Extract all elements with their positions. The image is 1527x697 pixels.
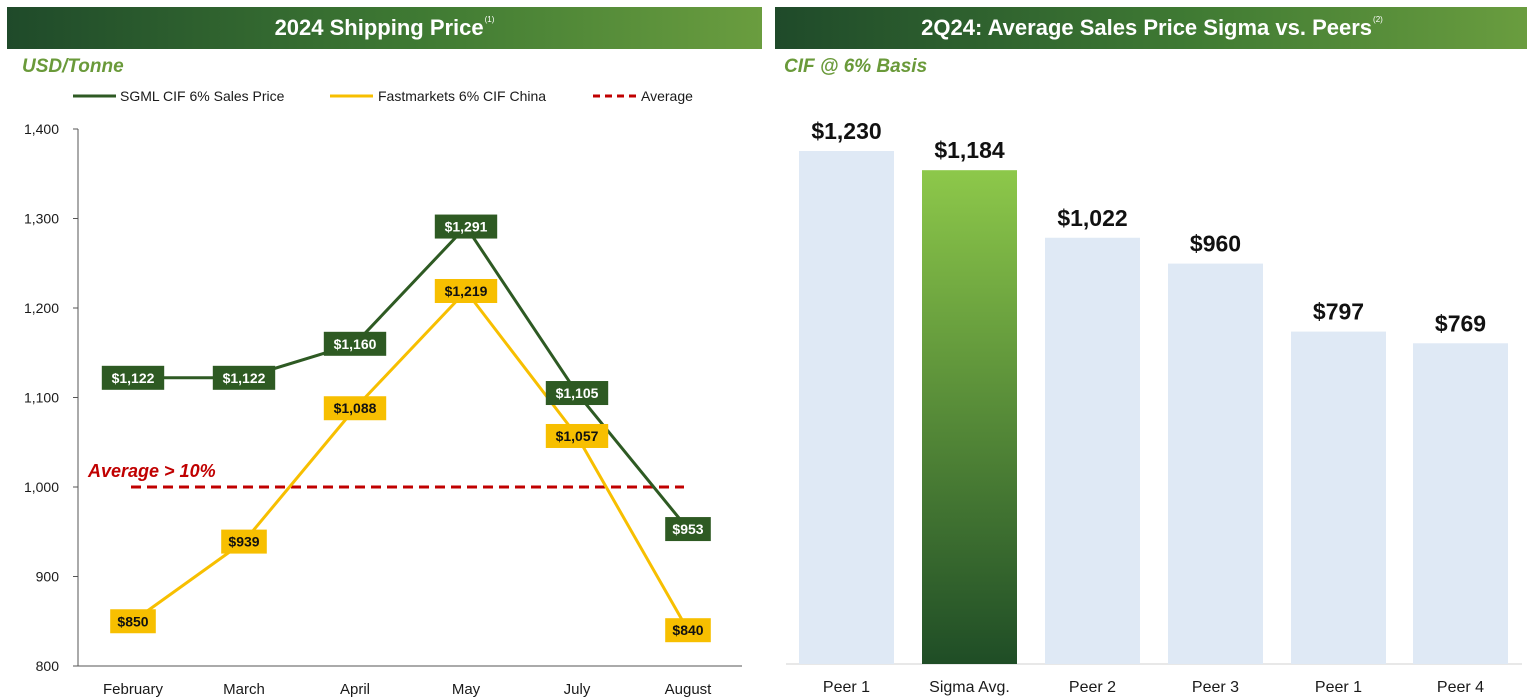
sgml-data-label: $1,122	[223, 370, 266, 386]
sgml-data-label: $1,105	[556, 385, 599, 401]
x-tick-label: July	[564, 681, 591, 697]
unit-label: USD/Tonne	[22, 56, 124, 77]
fastmarkets-data-label: $850	[117, 613, 148, 629]
bar-category-label: Peer 1	[1315, 679, 1362, 696]
legend-average-label: Average	[641, 88, 693, 104]
sgml-data-label-box	[323, 331, 387, 356]
bar-category-label: Peer 1	[823, 679, 870, 696]
basis-label: CIF @ 6% Basis	[784, 56, 928, 77]
bar-category-label: Peer 3	[1192, 679, 1239, 696]
bar-value-label: $797	[1313, 299, 1364, 325]
bar-value-label: $960	[1190, 231, 1241, 257]
fastmarkets-series-line	[132, 289, 690, 631]
fastmarkets-data-label-box	[665, 618, 711, 643]
sgml-data-label-box	[545, 381, 609, 406]
x-tick-label: March	[223, 681, 265, 697]
peer-bar	[1045, 237, 1140, 664]
fastmarkets-data-label: $1,088	[334, 400, 377, 416]
sgml-data-label-box	[212, 365, 276, 390]
line-chart: 800 900 1,000 1,100 1,200 1,300 1,400 February M…	[24, 88, 742, 697]
y-tick-label: 900	[36, 569, 60, 585]
fastmarkets-data-label-box	[221, 529, 267, 554]
peer-bar	[1168, 263, 1263, 664]
y-tick-label: 1,100	[24, 390, 59, 406]
bar-chart: $1,230 Peer 1 $1,184 Sigma Avg. $1,022 Peer 2…	[786, 118, 1522, 696]
fastmarkets-data-label: $939	[228, 534, 259, 550]
fastmarkets-data-label-box	[110, 609, 156, 634]
fastmarkets-data-label: $840	[672, 622, 703, 638]
left-panel-header: 2024 Shipping Price (1)	[7, 7, 762, 49]
left-panel-title: 2024 Shipping Price	[274, 15, 484, 40]
sgml-data-label-box	[101, 365, 165, 390]
x-tick-label: August	[665, 681, 713, 697]
bar-value-label: $1,184	[934, 137, 1005, 163]
bar-category-label: Sigma Avg.	[929, 679, 1010, 696]
bar-value-label: $1,022	[1057, 205, 1127, 231]
sgml-data-label: $1,291	[445, 219, 488, 235]
y-tick-label: 1,000	[24, 479, 59, 495]
left-title-footnote: (1)	[484, 14, 495, 24]
x-tick-label: February	[103, 681, 164, 697]
peer-bar	[799, 151, 894, 664]
sgml-data-label: $953	[672, 521, 703, 537]
fastmarkets-data-label: $1,219	[445, 283, 488, 299]
sgml-data-label: $1,160	[334, 336, 377, 352]
peer-bar	[1291, 331, 1386, 664]
sgml-data-label-box	[665, 517, 711, 542]
right-title-footnote: (2)	[1373, 14, 1383, 24]
sgml-data-label-box	[434, 214, 498, 239]
bar-value-label: $1,230	[811, 118, 881, 144]
fastmarkets-data-label-box	[323, 396, 387, 421]
sigma-bar	[922, 170, 1017, 664]
y-tick-label: 1,300	[24, 211, 59, 227]
legend-fastmarkets-label: Fastmarkets 6% CIF China	[378, 88, 546, 104]
x-tick-label: April	[340, 681, 370, 697]
fastmarkets-data-label: $1,057	[556, 428, 599, 444]
fastmarkets-data-label-box	[545, 423, 609, 448]
sgml-data-label: $1,122	[112, 370, 155, 386]
bar-category-label: Peer 4	[1437, 679, 1484, 696]
bar-value-label: $769	[1435, 310, 1486, 336]
legend-sgml-label: SGML CIF 6% Sales Price	[120, 88, 285, 104]
x-tick-label: May	[452, 681, 481, 697]
fastmarkets-data-label-box	[434, 278, 498, 303]
right-panel-title: 2Q24: Average Sales Price Sigma vs. Peer…	[921, 15, 1373, 40]
y-tick-label: 800	[36, 658, 60, 674]
right-panel-header: 2Q24: Average Sales Price Sigma vs. Peer…	[775, 7, 1527, 49]
average-annotation: Average > 10%	[87, 461, 216, 481]
peer-bar	[1413, 343, 1508, 664]
y-tick-label: 1,400	[24, 121, 59, 137]
bar-category-label: Peer 2	[1069, 679, 1116, 696]
y-tick-label: 1,200	[24, 300, 59, 316]
